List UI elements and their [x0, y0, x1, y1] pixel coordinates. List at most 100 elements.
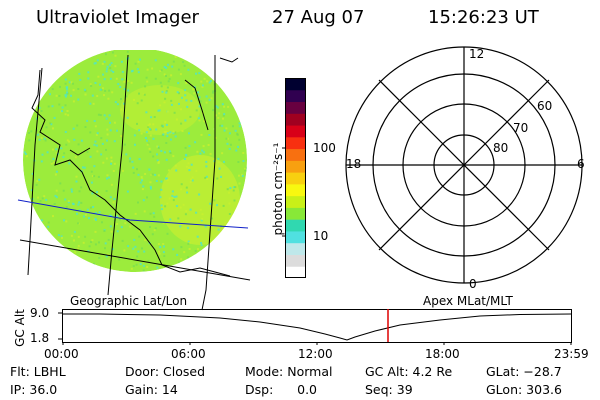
uv-disk-speckle [83, 88, 86, 91]
uv-disk-speckle [138, 230, 141, 233]
uv-disk-speckle [90, 170, 93, 173]
uv-disk-speckle [43, 137, 46, 140]
uv-disk-speckle [192, 88, 195, 91]
mlat-80-label: 80 [493, 141, 509, 155]
uv-disk-speckle [223, 129, 226, 132]
uv-disk-speckle [184, 89, 187, 92]
uv-disk-speckle [61, 110, 63, 113]
uv-disk-speckle [110, 69, 113, 72]
uv-disk-speckle [111, 248, 114, 251]
dsp-status: Dsp: 0.0 [245, 382, 318, 397]
uv-disk-speckle [64, 198, 67, 201]
uv-disk-speckle [104, 89, 107, 92]
uv-disk-speckle [60, 147, 63, 150]
uv-disk-speckle [154, 227, 157, 230]
uv-disk-speckle [79, 78, 82, 81]
uv-disk-speckle [116, 215, 119, 218]
date-label: 27 Aug 07 [272, 7, 365, 28]
uv-disk-speckle [156, 153, 158, 156]
uv-disk-speckle [136, 102, 139, 105]
uv-disk-speckle [64, 131, 67, 133]
uv-disk-speckle [66, 91, 68, 94]
uv-disk-speckle [28, 139, 31, 142]
uv-disk-speckle [73, 239, 75, 242]
uv-disk-speckle [199, 100, 202, 103]
uv-disk-speckle [233, 212, 236, 215]
uv-disk-speckle [96, 150, 99, 153]
uv-disk-speckle [132, 265, 135, 268]
uv-disk-speckle [113, 140, 116, 143]
uv-disk-speckle [217, 116, 220, 119]
uv-disk-speckle [51, 161, 54, 164]
uv-disk-speckle [95, 218, 97, 221]
uv-disk-speckle [195, 211, 198, 214]
uv-disk-speckle [185, 186, 188, 189]
uv-disk-speckle [120, 135, 123, 138]
uv-disk-speckle [31, 189, 34, 192]
uv-disk-speckle [90, 181, 93, 184]
uv-disk-speckle [84, 90, 87, 92]
uv-disk-speckle [89, 131, 92, 134]
uv-disk-speckle [106, 128, 109, 131]
uv-disk-speckle [204, 176, 207, 179]
uv-disk-speckle [197, 248, 199, 251]
uv-disk-speckle [188, 132, 190, 135]
uv-disk-speckle [220, 175, 222, 178]
uv-disk-speckle [57, 234, 60, 237]
uv-disk-speckle [228, 191, 230, 194]
uv-disk-speckle [63, 219, 65, 222]
uv-disk-speckle [198, 96, 201, 99]
uv-disk-speckle [184, 94, 187, 97]
uv-disk-speckle [78, 201, 81, 204]
uv-disk-speckle [172, 199, 175, 202]
uv-disk-speckle [52, 127, 54, 130]
uv-disk-speckle [233, 186, 235, 189]
uv-disk-speckle [96, 191, 98, 194]
color-bar-band [286, 113, 306, 126]
uv-disk-speckle [203, 120, 206, 123]
uv-disk-speckle [110, 183, 113, 186]
uv-disk-speckle [145, 76, 148, 79]
uv-disk-speckle [111, 91, 114, 94]
uv-disk-speckle [50, 162, 53, 165]
uv-disk-speckle [114, 54, 117, 57]
uv-disk-speckle [136, 255, 139, 258]
uv-disk-speckle [237, 161, 240, 163]
uv-disk-speckle [193, 92, 196, 95]
uv-disk-speckle [190, 178, 192, 181]
uv-disk-speckle [104, 53, 107, 56]
uv-disk-speckle [37, 133, 40, 136]
uv-disk-speckle [212, 109, 215, 112]
uv-disk-speckle [208, 134, 211, 136]
uv-disk-speckle [152, 155, 155, 158]
uv-disk-speckle [158, 252, 161, 255]
uv-disk-speckle [127, 80, 130, 82]
uv-disk-speckle [158, 250, 160, 253]
uv-disk-speckle [98, 211, 101, 214]
uv-disk-speckle [66, 88, 69, 91]
color-bar-band [286, 136, 306, 150]
uv-disk-speckle [86, 119, 89, 122]
uv-disk-speckle [67, 114, 70, 117]
uv-disk-speckle [148, 168, 151, 171]
uv-disk-speckle [228, 147, 231, 150]
gc-alt-status: GC Alt: 4.2 Re [365, 364, 453, 379]
uv-disk-speckle [185, 82, 188, 85]
uv-disk-speckle [115, 77, 118, 80]
uv-disk-speckle [133, 98, 135, 101]
gain-status: Gain: 14 [125, 382, 178, 397]
uv-disk-speckle [83, 215, 85, 218]
uv-disk-speckle [47, 225, 50, 228]
uv-disk-speckle [213, 128, 216, 130]
uv-disk-speckle [180, 246, 183, 249]
uv-disk-speckle [168, 150, 171, 153]
uv-disk-speckle [182, 203, 185, 206]
uv-disk-speckle [163, 255, 166, 257]
uv-disk-speckle [77, 88, 80, 90]
uv-disk-speckle [166, 86, 169, 89]
uv-disk-speckle [186, 191, 189, 194]
uv-disk-speckle [130, 70, 133, 73]
uv-disk-speckle [101, 221, 103, 224]
uv-disk-speckle [140, 99, 143, 102]
uv-disk-speckle [133, 238, 136, 241]
